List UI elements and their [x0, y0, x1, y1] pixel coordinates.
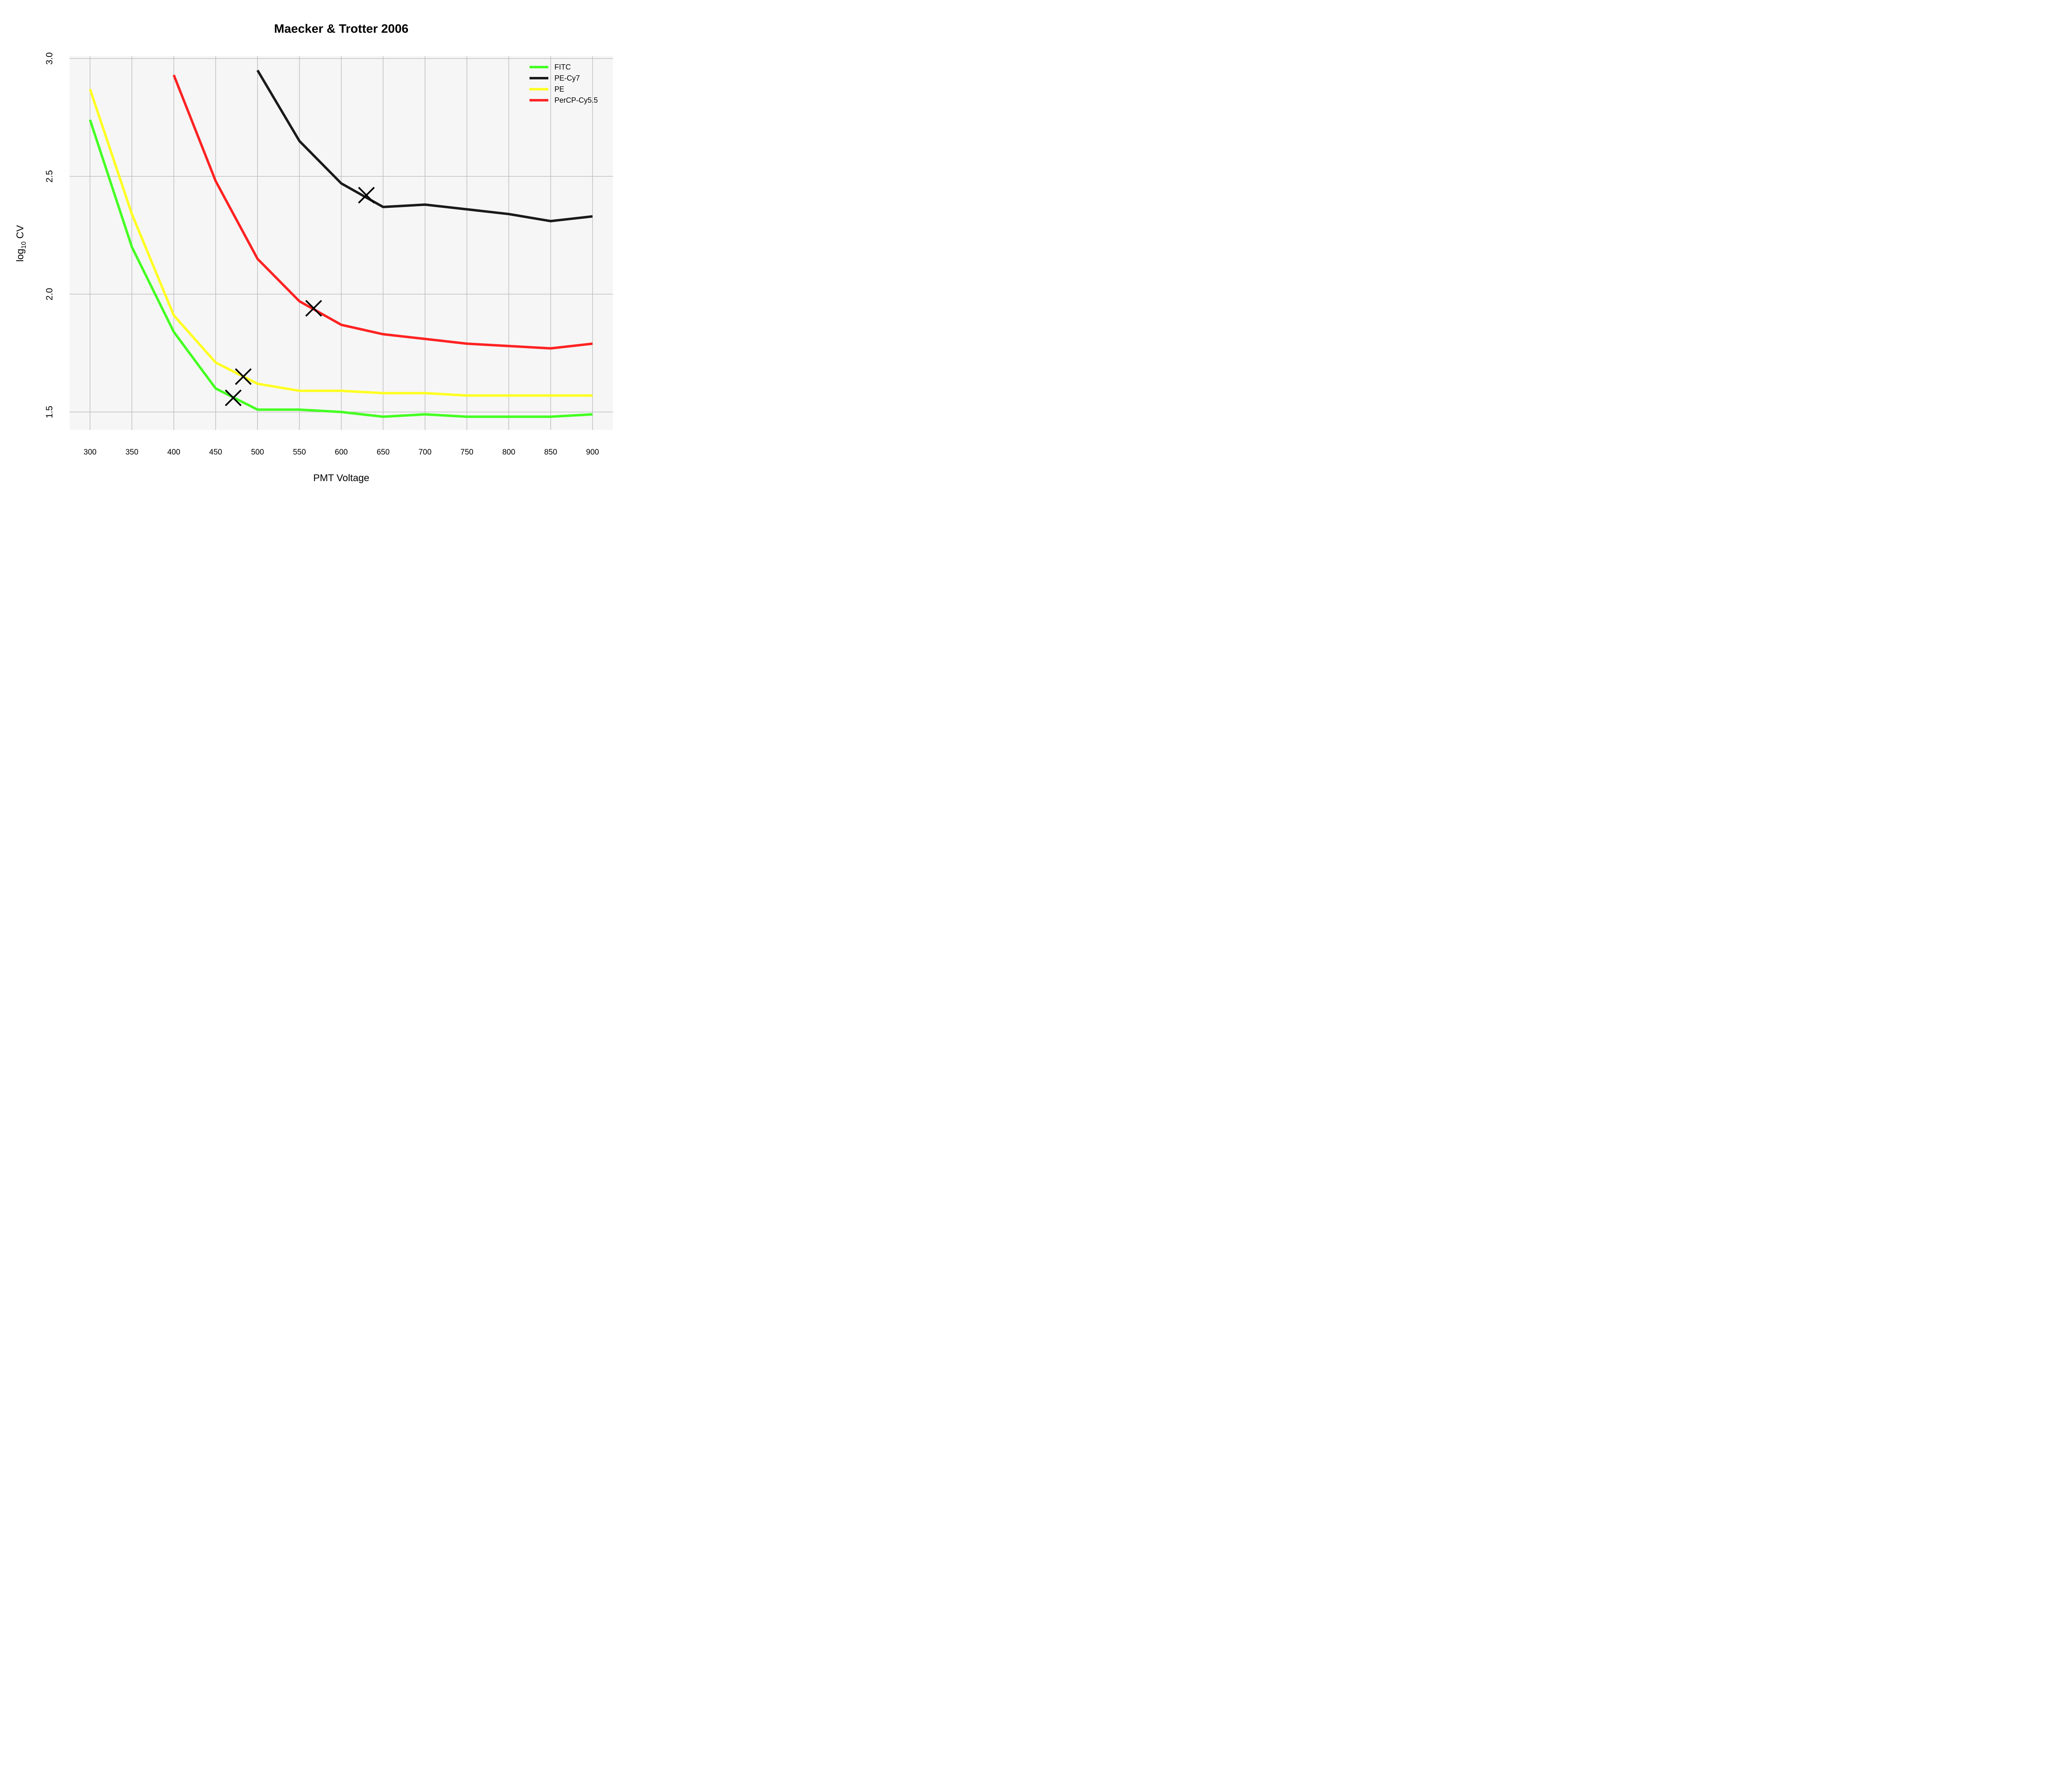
markers: [225, 187, 375, 406]
y-tick-label-2.5: 2.5: [44, 170, 54, 183]
series-line-fitc: [89, 119, 593, 418]
x-axis-label: PMT Voltage: [313, 473, 370, 484]
series-lines: [89, 70, 593, 418]
y-axis-label: log10 CV: [15, 225, 27, 262]
legend-label: PE-Cy7: [554, 74, 580, 82]
series-line-pe-cy7: [256, 70, 593, 223]
legend-item-pe-cy7: PE-Cy7: [530, 74, 580, 82]
x-tick-label-800: 800: [502, 448, 515, 457]
x-tick-label-900: 900: [586, 448, 599, 457]
x-tick-label-450: 450: [209, 448, 222, 457]
legend-label: FITC: [554, 63, 571, 71]
x-tick-label-550: 550: [293, 448, 306, 457]
y-tick-label-3.0: 3.0: [44, 52, 54, 65]
y-axis-label-subscript: 10: [20, 241, 27, 249]
x-tick-label-300: 300: [83, 448, 97, 457]
cross-marker-4: [358, 187, 375, 204]
y-axis-ticks: 1.5 2.0 2.5 3.0: [44, 52, 54, 419]
y-tick-label-1.5: 1.5: [44, 406, 54, 419]
x-tick-label-600: 600: [335, 448, 348, 457]
legend-item-pe: PE: [530, 85, 564, 93]
cross-marker-1: [225, 389, 242, 406]
x-axis-ticks: 300 350 400 450 500 550 600 650 700 750 800 850 900: [83, 448, 599, 457]
legend-item-fitc: FITC: [530, 63, 571, 71]
x-tick-label-700: 700: [419, 448, 432, 457]
cross-marker-stroke-b: [225, 389, 242, 406]
x-tick-label-650: 650: [376, 448, 390, 457]
cross-marker-stroke-b: [305, 300, 322, 317]
legend-item-percp-cy5-5: PerCP-Cy5.5: [530, 96, 598, 104]
x-tick-label-500: 500: [251, 448, 264, 457]
x-tick-label-350: 350: [125, 448, 138, 457]
legend-label: PerCP-Cy5.5: [554, 96, 598, 104]
y-axis-label-tail: CV: [15, 225, 26, 241]
series-line-pe: [89, 88, 593, 397]
y-axis-label-main: log: [15, 249, 26, 262]
legend-label: PE: [554, 85, 564, 93]
chart-title: Maecker & Trotter 2006: [274, 22, 409, 36]
legend: FITC PE-Cy7 PE PerCP-Cy5.5: [530, 63, 598, 104]
x-tick-label-400: 400: [167, 448, 180, 457]
cross-marker-2: [235, 368, 252, 385]
cross-marker-stroke-b: [358, 187, 375, 204]
cross-marker-3: [305, 300, 322, 317]
x-tick-label-850: 850: [544, 448, 557, 457]
series-line-percp-cy5-5: [172, 74, 593, 350]
x-tick-label-750: 750: [460, 448, 473, 457]
cross-marker-stroke-b: [235, 368, 252, 385]
chart: 300 350 400 450 500 550 600 650 700 750 800 850 900 …: [15, 22, 613, 484]
y-tick-label-2.0: 2.0: [44, 288, 54, 301]
